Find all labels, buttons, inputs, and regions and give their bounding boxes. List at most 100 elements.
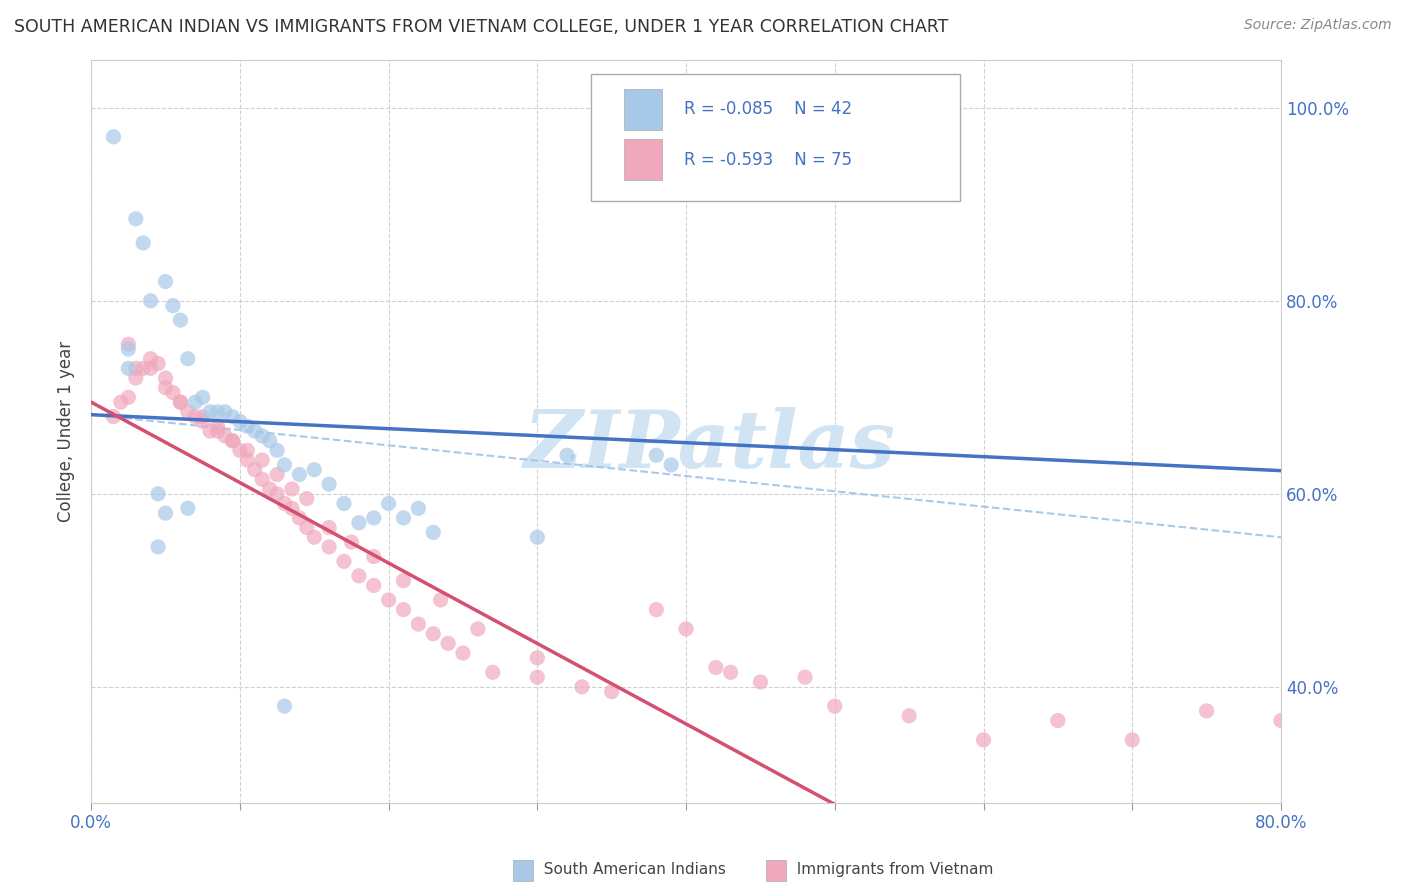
Point — [110, 395, 132, 409]
Point — [281, 482, 304, 496]
Point — [214, 429, 236, 443]
Point — [229, 443, 252, 458]
Point — [155, 371, 177, 385]
Point — [221, 434, 243, 448]
Bar — [624, 139, 662, 180]
Point — [198, 424, 221, 438]
Point — [281, 501, 304, 516]
Point — [675, 622, 697, 636]
Point — [236, 453, 259, 467]
Point — [302, 463, 325, 477]
Point — [437, 636, 460, 650]
Point — [169, 313, 191, 327]
Point — [250, 429, 273, 443]
Point — [250, 453, 273, 467]
Point — [207, 424, 229, 438]
Point — [347, 569, 370, 583]
Point — [214, 405, 236, 419]
Point — [1270, 714, 1292, 728]
Point — [363, 511, 385, 525]
Point — [340, 535, 363, 549]
Point — [973, 732, 995, 747]
Point — [139, 293, 162, 308]
Point — [363, 578, 385, 592]
Point — [571, 680, 593, 694]
Point — [191, 414, 214, 428]
Point — [1195, 704, 1218, 718]
Point — [363, 549, 385, 564]
Point — [333, 554, 356, 568]
Text: R = -0.085    N = 42: R = -0.085 N = 42 — [683, 101, 852, 119]
Point — [229, 414, 252, 428]
Point — [273, 458, 295, 472]
Point — [408, 617, 430, 632]
Point — [266, 487, 288, 501]
Point — [526, 670, 548, 684]
Point — [333, 496, 356, 510]
Point — [198, 405, 221, 419]
Point — [422, 626, 444, 640]
Point — [184, 395, 207, 409]
Point — [117, 337, 139, 351]
Point — [103, 129, 125, 144]
Point — [146, 540, 169, 554]
Point — [392, 511, 415, 525]
Point — [146, 357, 169, 371]
Point — [117, 342, 139, 356]
Point — [162, 385, 184, 400]
Point — [318, 540, 340, 554]
Point — [146, 487, 169, 501]
Point — [103, 409, 125, 424]
Point — [125, 211, 148, 226]
Text: ZIPatlas: ZIPatlas — [524, 408, 896, 484]
Point — [155, 381, 177, 395]
Point — [408, 501, 430, 516]
Point — [236, 419, 259, 434]
Point — [392, 574, 415, 588]
Point — [824, 699, 846, 714]
Point — [749, 675, 772, 690]
Point — [1121, 732, 1143, 747]
Point — [155, 275, 177, 289]
Point — [1046, 714, 1069, 728]
Point — [125, 361, 148, 376]
Point — [318, 477, 340, 491]
Point — [467, 622, 489, 636]
Point — [132, 235, 155, 250]
Point — [236, 443, 259, 458]
Point — [526, 530, 548, 544]
Point — [243, 424, 266, 438]
Point — [659, 458, 682, 472]
Point — [377, 496, 399, 510]
Point — [250, 472, 273, 486]
Point — [191, 390, 214, 404]
Point — [526, 651, 548, 665]
Text: South American Indians: South American Indians — [534, 863, 725, 877]
Point — [645, 448, 668, 462]
Text: Source: ZipAtlas.com: Source: ZipAtlas.com — [1244, 18, 1392, 32]
Text: SOUTH AMERICAN INDIAN VS IMMIGRANTS FROM VIETNAM COLLEGE, UNDER 1 YEAR CORRELATI: SOUTH AMERICAN INDIAN VS IMMIGRANTS FROM… — [14, 18, 949, 36]
Bar — [624, 89, 662, 130]
Point — [600, 684, 623, 698]
Point — [302, 530, 325, 544]
Point — [704, 660, 727, 674]
Point — [288, 511, 311, 525]
Point — [720, 665, 742, 680]
Point — [221, 409, 243, 424]
Point — [117, 361, 139, 376]
Point — [392, 602, 415, 616]
Point — [117, 390, 139, 404]
Point — [177, 405, 200, 419]
Point — [169, 395, 191, 409]
Point — [184, 409, 207, 424]
Text: Immigrants from Vietnam: Immigrants from Vietnam — [787, 863, 994, 877]
Point — [429, 593, 451, 607]
Point — [422, 525, 444, 540]
Point — [273, 496, 295, 510]
Y-axis label: College, Under 1 year: College, Under 1 year — [58, 341, 75, 522]
Point — [295, 520, 318, 534]
Point — [898, 708, 921, 723]
Point — [451, 646, 474, 660]
Point — [794, 670, 817, 684]
Point — [132, 361, 155, 376]
